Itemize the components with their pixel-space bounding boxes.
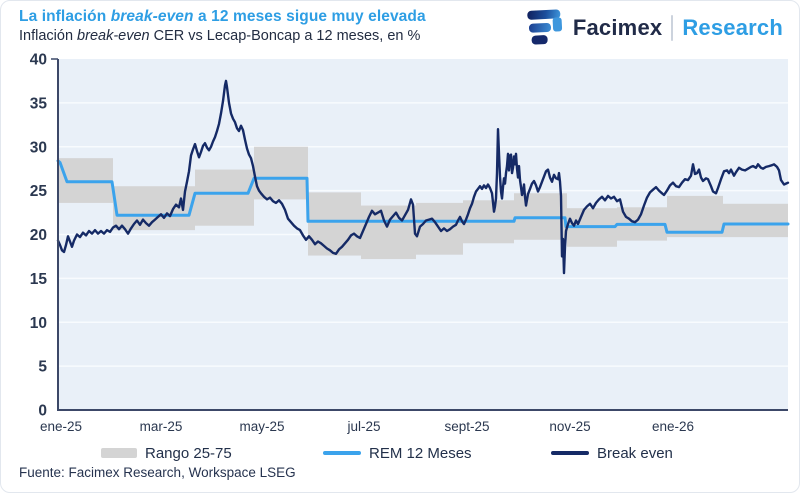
x-tick-label: jul-25: [346, 419, 380, 434]
breakeven-line-series: [56, 79, 790, 275]
legend-label-breakeven: Break even: [597, 444, 673, 462]
band-rango-25-75: [113, 186, 195, 231]
legend-item-breakeven: Break even: [551, 444, 673, 462]
x-tick-label: ene-26: [652, 419, 694, 434]
x-tick-label: nov-25: [549, 419, 590, 434]
y-tick-label: 30: [30, 139, 47, 156]
y-tick-label: 25: [30, 183, 48, 200]
y-tick-label: 40: [30, 52, 47, 69]
y-tick-label: 35: [30, 95, 48, 112]
band-rango-25-75: [195, 169, 254, 226]
x-tick-label: may-25: [239, 419, 284, 434]
breakeven-line-swatch: [551, 451, 589, 455]
subtitle-pre: Inflación: [19, 28, 78, 44]
band-rango-25-75: [667, 195, 723, 238]
legend-label-rem: REM 12 Meses: [369, 444, 472, 462]
band-swatch: [101, 448, 137, 458]
legend-label-rango: Rango 25-75: [145, 444, 232, 462]
x-tick-label: mar-25: [140, 419, 183, 434]
page-title: La inflación break-even a 12 meses sigue…: [19, 8, 426, 26]
axes: [57, 59, 788, 411]
band-rango-25-75: [723, 203, 788, 238]
y-tick-label: 20: [30, 227, 47, 244]
title-pre: La inflación: [19, 8, 111, 25]
source-note: Fuente: Facimex Research, Workspace LSEG: [19, 465, 296, 480]
y-tick-label: 10: [30, 315, 47, 332]
legend-item-rango: Rango 25-75: [101, 444, 232, 462]
y-tick-label: 0: [38, 403, 47, 420]
title-italic: break-even: [110, 8, 194, 25]
facimex-logo: Facimex Research: [526, 9, 783, 46]
title-post: a 12 meses sigue muy elevada: [193, 8, 426, 25]
y-tick-label: 5: [38, 359, 47, 376]
chart-subtitle: Inflación break-even CER vs Lecap-Boncap…: [19, 28, 420, 44]
logo-brand-text: Facimex: [572, 14, 663, 40]
x-tick-label: ene-25: [40, 419, 82, 434]
rem-line-series: [56, 159, 790, 234]
logo-divider: [671, 14, 674, 41]
rem-line-swatch: [323, 451, 361, 455]
legend-item-rem: REM 12 Meses: [323, 444, 472, 462]
subtitle-post: CER vs Lecap-Boncap a 12 meses, en %: [149, 28, 421, 44]
logo-division-text: Research: [682, 14, 783, 40]
band-rango-25-75: [308, 192, 361, 256]
band-rango-25-75: [254, 146, 308, 200]
y-tick-label: 15: [30, 271, 48, 288]
x-tick-label: sept-25: [444, 419, 489, 434]
subtitle-italic: break-even: [77, 28, 150, 44]
band-rango-25-75: [361, 205, 416, 260]
